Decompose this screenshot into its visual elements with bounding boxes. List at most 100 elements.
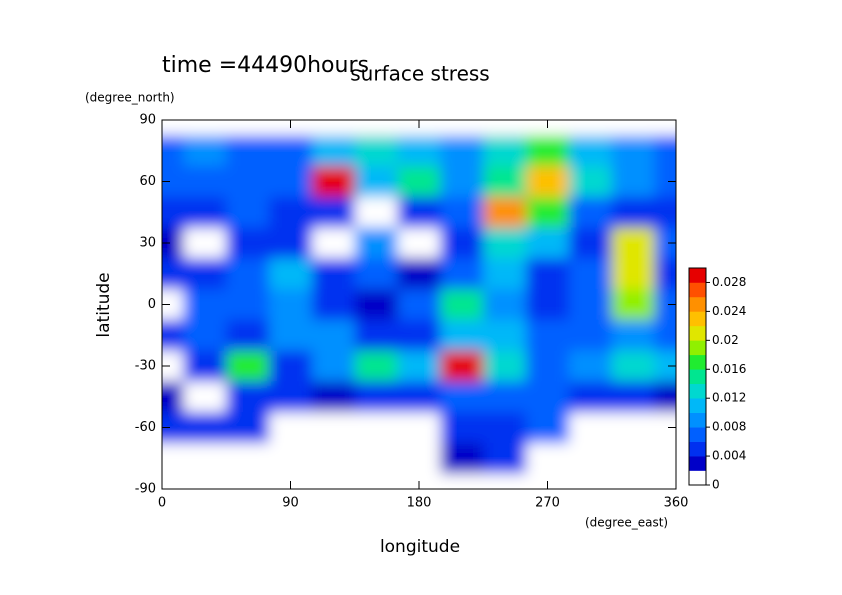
field-cell bbox=[440, 350, 484, 382]
field-cell bbox=[611, 319, 656, 352]
field-cell bbox=[568, 442, 613, 475]
field-cell bbox=[354, 473, 399, 489]
field-cell bbox=[440, 442, 484, 475]
field-cell bbox=[611, 442, 656, 475]
field-cell bbox=[440, 166, 484, 198]
field-cell bbox=[483, 319, 527, 352]
field-cell bbox=[183, 412, 227, 444]
colorbar-band bbox=[689, 311, 706, 327]
x-tick-label: 360 bbox=[664, 496, 689, 511]
field-cell bbox=[526, 381, 570, 413]
field-cell bbox=[162, 442, 184, 475]
field-cell bbox=[654, 227, 676, 259]
field-cell bbox=[226, 319, 270, 352]
field-cell bbox=[397, 227, 441, 259]
field-cell bbox=[526, 289, 570, 321]
field-cell bbox=[440, 196, 484, 229]
field-cell bbox=[397, 196, 441, 229]
field-cell bbox=[311, 135, 356, 167]
colorbar-band bbox=[689, 340, 706, 356]
x-units: (degree_east) bbox=[585, 516, 668, 530]
field-cell bbox=[440, 473, 484, 489]
field-cell bbox=[611, 412, 656, 444]
field-cell bbox=[226, 227, 270, 259]
field-cell bbox=[162, 350, 184, 382]
field-cell bbox=[354, 258, 399, 290]
field-cell bbox=[526, 319, 570, 352]
field-cell bbox=[269, 412, 313, 444]
field-cell bbox=[226, 135, 270, 167]
field-cell bbox=[354, 350, 399, 382]
field-cell bbox=[483, 412, 527, 444]
field-cell bbox=[483, 196, 527, 229]
field-cell bbox=[183, 473, 227, 489]
field-cell bbox=[269, 319, 313, 352]
colorbar-band bbox=[689, 441, 706, 457]
field-cell bbox=[397, 319, 441, 352]
field-cell bbox=[269, 258, 313, 290]
field-cell bbox=[483, 442, 527, 475]
field-cell bbox=[526, 350, 570, 382]
field-cell bbox=[611, 166, 656, 198]
field-cell bbox=[526, 412, 570, 444]
x-tick-label: 90 bbox=[282, 496, 299, 511]
field-cell bbox=[568, 196, 613, 229]
field bbox=[162, 120, 676, 489]
field-cell bbox=[311, 258, 356, 290]
field-cell bbox=[269, 135, 313, 167]
field-cell bbox=[269, 381, 313, 413]
field-cell bbox=[397, 412, 441, 444]
field-cell bbox=[568, 412, 613, 444]
field-cell bbox=[654, 381, 676, 413]
field-cell bbox=[483, 289, 527, 321]
field-cell bbox=[226, 473, 270, 489]
field-cell bbox=[162, 473, 184, 489]
field-cell bbox=[226, 289, 270, 321]
colorbar-band bbox=[689, 412, 706, 428]
field-cell bbox=[440, 135, 484, 167]
field-cell bbox=[483, 120, 527, 136]
colorbar-band bbox=[689, 268, 706, 283]
field-cell bbox=[397, 442, 441, 475]
x-tick-label: 270 bbox=[535, 496, 560, 511]
colorbar-frame bbox=[688, 267, 707, 486]
field-cell bbox=[162, 289, 184, 321]
field-cell bbox=[226, 381, 270, 413]
field-cell bbox=[483, 350, 527, 382]
field-cell bbox=[654, 412, 676, 444]
field-cell bbox=[440, 289, 484, 321]
field-cell bbox=[269, 442, 313, 475]
field-cell bbox=[162, 120, 184, 136]
field-cell bbox=[226, 166, 270, 198]
x-tick-label: 180 bbox=[407, 496, 432, 511]
field-cell bbox=[397, 289, 441, 321]
field-cell bbox=[654, 473, 676, 489]
field-cell bbox=[654, 258, 676, 290]
field-cell bbox=[611, 381, 656, 413]
field-cell bbox=[162, 166, 184, 198]
field-cell bbox=[183, 196, 227, 229]
field-cell bbox=[354, 381, 399, 413]
field-cell bbox=[162, 412, 184, 444]
field-cell bbox=[397, 350, 441, 382]
field-cell bbox=[226, 196, 270, 229]
field-cells bbox=[162, 120, 676, 489]
field-cell bbox=[654, 120, 676, 136]
field-cell bbox=[226, 350, 270, 382]
field-cell bbox=[568, 381, 613, 413]
field-cell bbox=[526, 442, 570, 475]
field-cell bbox=[226, 412, 270, 444]
field-cell bbox=[183, 258, 227, 290]
field-cell bbox=[483, 135, 527, 167]
field-cell bbox=[311, 350, 356, 382]
field-cell bbox=[354, 227, 399, 259]
field-cell bbox=[654, 196, 676, 229]
y-tick-label: 0 bbox=[148, 297, 156, 312]
field-cell bbox=[440, 120, 484, 136]
field-cell bbox=[568, 135, 613, 167]
colorbar-band bbox=[689, 369, 706, 385]
y-tick-label: 30 bbox=[139, 236, 156, 251]
colorbar-band bbox=[689, 383, 706, 399]
field-cell bbox=[269, 289, 313, 321]
